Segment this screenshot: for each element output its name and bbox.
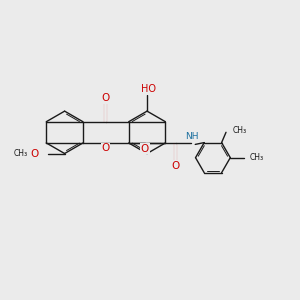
Text: CH₃: CH₃ <box>250 153 264 162</box>
Text: CH₃: CH₃ <box>232 126 247 135</box>
Text: NH: NH <box>185 132 199 141</box>
Text: O: O <box>30 148 38 158</box>
Text: O: O <box>102 93 110 103</box>
Text: O: O <box>141 144 149 154</box>
Text: CH₃: CH₃ <box>14 149 28 158</box>
Text: O: O <box>102 143 110 153</box>
Text: O: O <box>171 161 180 171</box>
Text: HO: HO <box>141 84 156 94</box>
